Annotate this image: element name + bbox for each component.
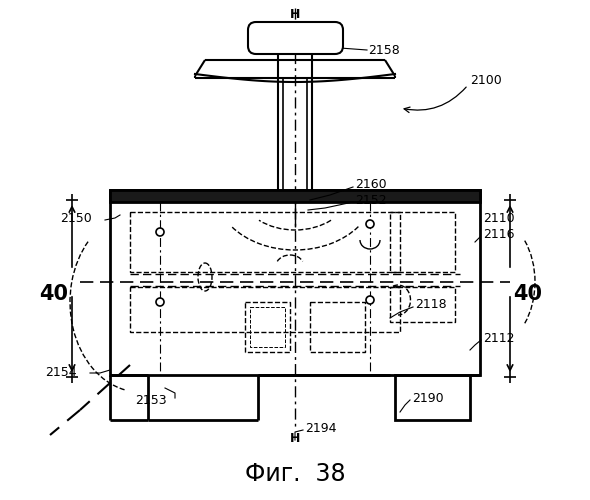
Text: 2152: 2152 — [355, 194, 386, 206]
Text: 40: 40 — [513, 284, 542, 304]
Text: 2112: 2112 — [483, 332, 514, 344]
Circle shape — [156, 298, 164, 306]
Text: 2110: 2110 — [483, 212, 514, 224]
Circle shape — [366, 220, 374, 228]
Text: 2194: 2194 — [305, 422, 336, 434]
Circle shape — [156, 228, 164, 236]
Bar — [130, 212, 400, 272]
Text: 2116: 2116 — [483, 228, 514, 241]
Text: 2160: 2160 — [355, 178, 386, 192]
Text: 2100: 2100 — [470, 74, 502, 86]
Bar — [110, 190, 480, 375]
Text: 40: 40 — [40, 284, 68, 304]
Text: 2154: 2154 — [45, 366, 77, 378]
Text: 2150: 2150 — [60, 212, 92, 224]
Text: 2153: 2153 — [135, 394, 166, 406]
Bar — [390, 212, 455, 272]
Bar — [395, 375, 470, 420]
Text: Фиг.  38: Фиг. 38 — [245, 462, 345, 486]
Bar — [250, 307, 285, 347]
Text: 2158: 2158 — [368, 44, 400, 57]
Text: 2190: 2190 — [412, 392, 444, 404]
Text: H: H — [290, 432, 300, 445]
Text: 2118: 2118 — [415, 298, 447, 312]
Circle shape — [366, 296, 374, 304]
Bar — [245, 302, 290, 352]
Text: H: H — [290, 8, 300, 21]
Bar — [110, 190, 480, 202]
Bar — [310, 302, 365, 352]
FancyBboxPatch shape — [248, 22, 343, 54]
Bar — [130, 287, 400, 332]
Bar — [390, 287, 455, 322]
